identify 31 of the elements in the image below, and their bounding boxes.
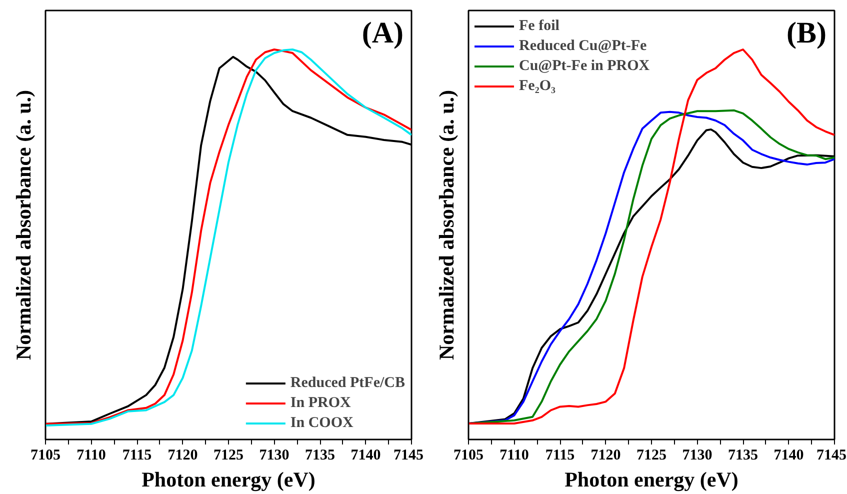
- x-tick-label: 7140: [774, 448, 804, 464]
- x-tick-label: 7130: [682, 448, 712, 464]
- annotation: (A): [362, 16, 404, 50]
- x-tick-label: 7105: [454, 448, 484, 464]
- x-tick-label: 7105: [30, 448, 60, 464]
- x-tick-label: 7125: [214, 448, 244, 464]
- x-tick-label: 7115: [545, 448, 575, 464]
- x-tick-label: 7125: [636, 448, 666, 464]
- text: (B): [786, 16, 827, 50]
- legend-label: Reduced PtFe/CB: [290, 374, 405, 392]
- x-tick-label: 7120: [590, 448, 621, 464]
- x-tick-label: 7130: [259, 448, 290, 464]
- legend-label: Fe₂O₃: [519, 78, 556, 94]
- x-tick-label: 7110: [500, 448, 529, 464]
- x-tick-label: 7120: [168, 448, 198, 464]
- x-axis-title: Photon energy (eV): [564, 468, 738, 492]
- x-tick-label: 7145: [394, 448, 424, 464]
- legend-label: Cu@Pt-Fe in PROX: [519, 58, 650, 74]
- x-axis-title: Photon energy (eV): [142, 468, 316, 492]
- x-tick-label: 7115: [122, 448, 152, 464]
- legend-label: Reduced Cu@Pt-Fe: [519, 38, 647, 54]
- x-tick-label: 7140: [350, 448, 381, 464]
- x-tick-label: 7110: [76, 448, 106, 464]
- legend-label: In PROX: [290, 394, 351, 412]
- legend-label: In COOX: [290, 414, 354, 432]
- x-tick-label: 7135: [305, 448, 335, 464]
- y-axis-title: Normalized absorbance (a. u.): [12, 90, 36, 360]
- y-axis-title: Normalized absorbance (a. u.): [434, 90, 458, 360]
- legend-label: Fe foil: [519, 18, 560, 34]
- x-tick-label: 7135: [728, 448, 758, 464]
- x-tick-label: 7145: [816, 448, 846, 464]
